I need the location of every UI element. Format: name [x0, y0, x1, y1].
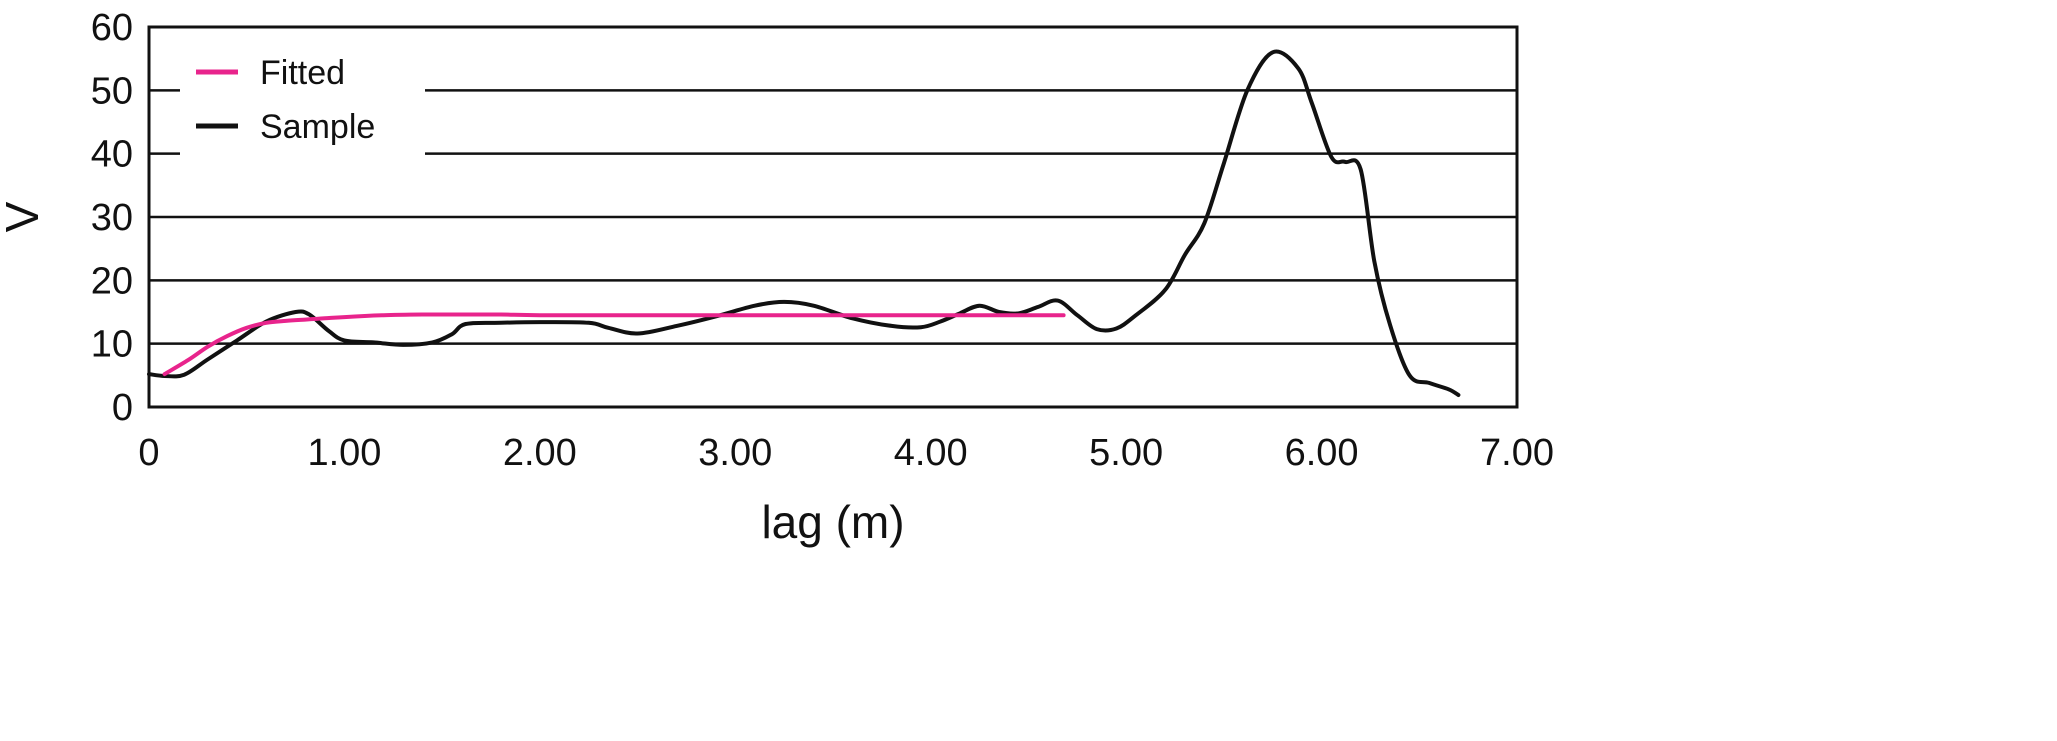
- y-tick-label: 30: [91, 197, 133, 239]
- axis-ticks: 0 10 20 30 40 50 60 0 1.00 2.00 3.00 4.00 5.00 6.00 7.…: [91, 7, 1554, 474]
- legend: Fitted Sample: [180, 40, 425, 156]
- x-axis-title: lag (m): [761, 496, 904, 548]
- x-tick-label: 4.00: [894, 432, 968, 474]
- x-tick-label: 2.00: [503, 432, 577, 474]
- x-tick-label: 3.00: [698, 432, 772, 474]
- legend-background: [180, 40, 425, 156]
- y-tick-label: 40: [91, 134, 133, 176]
- series-lines: [147, 49, 1461, 397]
- y-tick-label: 60: [91, 7, 133, 49]
- x-tick-label: 0: [138, 432, 159, 474]
- y-tick-label: 0: [112, 387, 133, 429]
- x-tick-label: 1.00: [307, 432, 381, 474]
- legend-label-fitted: Fitted: [260, 54, 345, 92]
- x-tick-label: 7.00: [1480, 432, 1554, 474]
- plot-frame: [147, 25, 1519, 409]
- y-tick-label: 50: [91, 70, 133, 112]
- y-axis-title: V: [0, 201, 48, 232]
- y-tick-label: 10: [91, 324, 133, 366]
- series-line-sample: [147, 49, 1461, 397]
- x-tick-label: 6.00: [1285, 432, 1359, 474]
- x-tick-label: 5.00: [1089, 432, 1163, 474]
- y-tick-label: 20: [91, 260, 133, 302]
- legend-label-sample: Sample: [260, 108, 375, 146]
- series-line-fitted: [162, 312, 1066, 377]
